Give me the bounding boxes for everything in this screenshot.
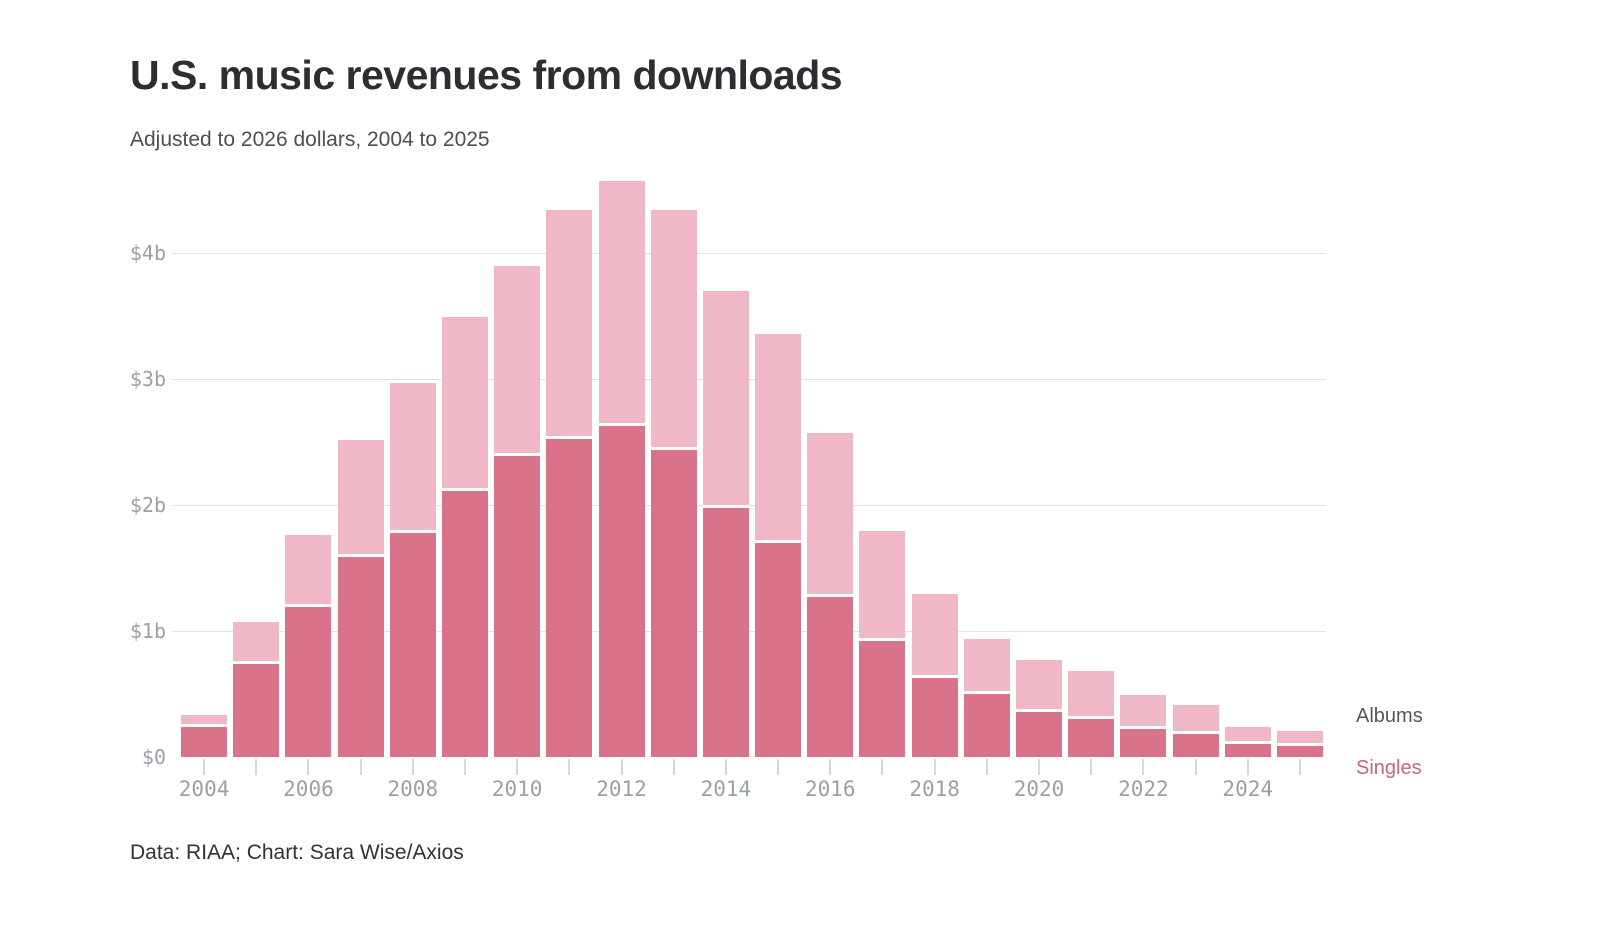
x-axis-tick xyxy=(307,759,310,775)
x-axis-tick xyxy=(568,759,571,775)
y-axis-label: $1b xyxy=(129,619,166,643)
bar-segment-singles-2018 xyxy=(911,677,958,757)
x-axis-tick xyxy=(1246,759,1249,775)
x-axis-label: 2020 xyxy=(1013,777,1065,801)
bar-segment-albums-2007 xyxy=(337,439,384,557)
page-title: U.S. music revenues from downloads xyxy=(130,52,843,98)
bar-segment-albums-2020 xyxy=(1016,659,1062,712)
bar-segment-singles-2019 xyxy=(963,694,1010,757)
x-axis-tick xyxy=(359,759,362,775)
bar-segment-albums-2015 xyxy=(755,333,802,543)
bar-segment-albums-2005 xyxy=(233,622,280,664)
bar-segment-singles-2013 xyxy=(650,449,697,757)
y-axis-label: $0 xyxy=(141,745,166,769)
bar-segment-singles-2015 xyxy=(755,542,802,757)
bar-segment-albums-2025 xyxy=(1276,730,1323,746)
bar-segment-singles-2017 xyxy=(859,641,906,757)
x-axis-tick xyxy=(985,759,988,775)
legend-label-albums: Albums xyxy=(1356,705,1423,727)
x-axis-tick xyxy=(464,759,466,775)
x-axis-tick xyxy=(1090,759,1093,775)
bar-segment-singles-2010 xyxy=(494,455,541,757)
x-axis-tick xyxy=(411,759,414,775)
x-axis-tick xyxy=(829,759,832,775)
bar-segment-albums-2009 xyxy=(442,317,488,492)
bar-segment-albums-2004 xyxy=(181,715,228,727)
bar-segment-albums-2022 xyxy=(1120,695,1167,730)
y-axis-label: $3b xyxy=(129,367,166,391)
bar-segment-albums-2019 xyxy=(963,638,1010,694)
bar-segment-singles-2022 xyxy=(1120,729,1167,757)
page-subtitle: Adjusted to 2026 dollars, 2004 to 2025 xyxy=(130,128,490,151)
y-gridline xyxy=(172,631,1326,632)
bar-segment-albums-2016 xyxy=(807,433,854,597)
x-axis-tick xyxy=(516,759,519,775)
bar-segment-singles-2023 xyxy=(1172,734,1219,757)
y-gridline xyxy=(172,253,1326,254)
bar-segment-albums-2011 xyxy=(546,210,593,440)
x-axis-label: 2004 xyxy=(178,777,230,801)
y-gridline xyxy=(172,505,1326,506)
bar-segment-singles-2005 xyxy=(233,663,280,757)
bar-segment-singles-2020 xyxy=(1016,711,1062,757)
x-axis-tick xyxy=(203,759,206,775)
bar-segment-albums-2021 xyxy=(1068,671,1115,720)
bar-segment-singles-2009 xyxy=(442,491,488,757)
y-axis-label: $4b xyxy=(129,241,166,265)
bar-segment-singles-2006 xyxy=(285,607,332,757)
bar-segment-albums-2018 xyxy=(911,594,958,678)
y-gridline xyxy=(172,379,1326,380)
bar-segment-singles-2021 xyxy=(1068,719,1115,757)
bar-segment-albums-2012 xyxy=(598,181,645,426)
bar-segment-albums-2014 xyxy=(702,290,749,508)
x-axis-label: 2018 xyxy=(909,777,960,801)
y-axis-label: $2b xyxy=(129,493,166,517)
bar-segment-albums-2008 xyxy=(389,382,436,533)
bar-segment-singles-2011 xyxy=(546,439,593,757)
x-axis-label: 2016 xyxy=(804,777,856,801)
bar-segment-singles-2008 xyxy=(389,532,436,757)
bar-segment-albums-2010 xyxy=(494,265,541,456)
legend-label-singles: Singles xyxy=(1356,757,1422,779)
x-axis-tick xyxy=(724,759,727,775)
x-axis-label: 2022 xyxy=(1118,777,1169,801)
bar-segment-albums-2023 xyxy=(1172,705,1219,735)
x-axis-tick xyxy=(1142,759,1145,775)
bar-segment-albums-2006 xyxy=(285,535,332,608)
bar-segment-singles-2025 xyxy=(1276,745,1323,757)
bar-segment-albums-2024 xyxy=(1224,726,1271,745)
bar-segment-albums-2013 xyxy=(650,210,697,450)
bar-segment-singles-2014 xyxy=(702,507,749,757)
x-axis-tick xyxy=(1194,759,1197,775)
x-axis-label: 2010 xyxy=(491,777,543,801)
x-axis-label: 2008 xyxy=(387,777,439,801)
bar-segment-singles-2007 xyxy=(337,556,384,757)
x-axis-tick xyxy=(255,759,258,775)
bar-segment-singles-2012 xyxy=(598,425,645,757)
x-axis-label: 2012 xyxy=(596,777,647,801)
bar-segment-singles-2004 xyxy=(181,726,228,757)
x-axis-tick xyxy=(1038,759,1040,775)
x-axis-tick xyxy=(620,759,623,775)
x-axis-tick xyxy=(672,759,675,775)
x-axis-tick xyxy=(1298,759,1301,775)
footer-credit: Data: RIAA; Chart: Sara Wise/Axios xyxy=(130,841,464,864)
bar-segment-albums-2017 xyxy=(859,531,906,642)
x-axis-tick xyxy=(933,759,936,775)
x-axis-label: 2014 xyxy=(700,777,752,801)
x-axis-label: 2006 xyxy=(283,777,334,801)
bar-segment-singles-2016 xyxy=(807,596,854,757)
bar-segment-singles-2024 xyxy=(1224,744,1271,757)
x-axis-tick xyxy=(881,759,884,775)
x-axis-label: 2024 xyxy=(1222,777,1273,801)
x-axis-tick xyxy=(777,759,780,775)
